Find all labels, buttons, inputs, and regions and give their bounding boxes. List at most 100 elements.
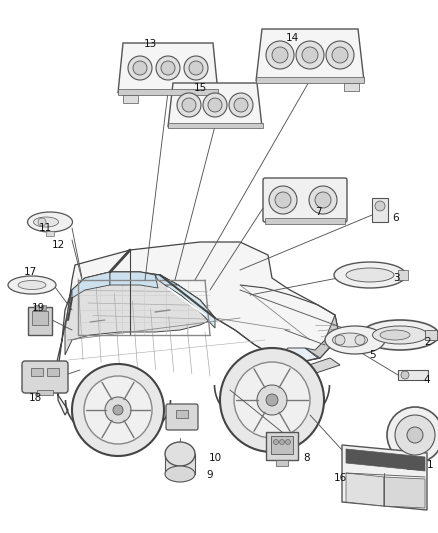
Polygon shape: [160, 275, 215, 328]
Text: 8: 8: [304, 453, 310, 463]
Circle shape: [275, 192, 291, 208]
Bar: [37, 390, 53, 395]
Circle shape: [234, 98, 248, 112]
Circle shape: [208, 98, 222, 112]
Text: 18: 18: [28, 393, 42, 403]
Circle shape: [296, 41, 324, 69]
Circle shape: [133, 61, 147, 75]
Text: 1: 1: [427, 460, 433, 470]
Circle shape: [272, 47, 288, 63]
Bar: [123, 95, 138, 103]
Bar: [168, 123, 263, 128]
Circle shape: [38, 218, 46, 226]
Circle shape: [387, 407, 438, 463]
Ellipse shape: [372, 326, 427, 344]
Ellipse shape: [380, 330, 410, 340]
Circle shape: [257, 385, 287, 415]
Circle shape: [401, 371, 409, 379]
Ellipse shape: [18, 280, 46, 289]
Text: 5: 5: [370, 350, 376, 360]
Ellipse shape: [8, 276, 56, 294]
Text: 6: 6: [393, 213, 399, 223]
Bar: [276, 460, 288, 466]
Circle shape: [189, 61, 203, 75]
Ellipse shape: [165, 442, 195, 466]
Circle shape: [326, 41, 354, 69]
Circle shape: [302, 47, 318, 63]
Text: 9: 9: [207, 470, 213, 480]
Circle shape: [182, 98, 196, 112]
Bar: [271, 436, 293, 454]
Ellipse shape: [332, 333, 367, 347]
Circle shape: [286, 440, 290, 445]
Bar: [407, 461, 423, 469]
Polygon shape: [270, 358, 340, 375]
Circle shape: [184, 56, 208, 80]
Bar: [176, 410, 188, 418]
Circle shape: [269, 186, 297, 214]
Polygon shape: [110, 272, 158, 288]
Text: 4: 4: [424, 375, 430, 385]
Circle shape: [266, 394, 278, 406]
Bar: [344, 83, 359, 91]
Text: 19: 19: [32, 303, 45, 313]
Polygon shape: [118, 43, 218, 93]
Circle shape: [332, 47, 348, 63]
FancyBboxPatch shape: [263, 178, 347, 222]
Ellipse shape: [28, 212, 73, 232]
Polygon shape: [342, 445, 427, 510]
Text: 17: 17: [23, 267, 37, 277]
Polygon shape: [168, 83, 262, 127]
Bar: [47, 368, 59, 376]
Polygon shape: [256, 29, 364, 81]
Bar: [165, 454, 195, 474]
Circle shape: [315, 192, 331, 208]
Text: 2: 2: [425, 337, 431, 347]
Circle shape: [113, 405, 123, 415]
Polygon shape: [305, 315, 338, 358]
Bar: [46, 231, 54, 236]
Bar: [398, 370, 428, 380]
Bar: [266, 432, 298, 460]
Bar: [41, 305, 46, 310]
Polygon shape: [346, 473, 384, 506]
Circle shape: [309, 186, 337, 214]
Bar: [265, 218, 345, 224]
Text: 3: 3: [393, 273, 399, 283]
Circle shape: [273, 440, 279, 445]
Circle shape: [84, 376, 152, 444]
Circle shape: [266, 41, 294, 69]
Text: 16: 16: [333, 473, 346, 483]
Bar: [256, 77, 364, 83]
FancyBboxPatch shape: [22, 361, 68, 393]
Circle shape: [220, 348, 324, 452]
Ellipse shape: [334, 262, 406, 288]
Bar: [28, 307, 52, 335]
Circle shape: [395, 415, 435, 455]
Circle shape: [156, 56, 180, 80]
Circle shape: [407, 427, 423, 443]
FancyBboxPatch shape: [166, 404, 198, 430]
Text: 13: 13: [143, 39, 157, 49]
Bar: [425, 330, 437, 340]
Polygon shape: [384, 477, 425, 508]
Bar: [398, 270, 408, 280]
Circle shape: [229, 93, 253, 117]
Ellipse shape: [325, 326, 385, 354]
Text: 10: 10: [208, 453, 222, 463]
Circle shape: [161, 61, 175, 75]
Circle shape: [128, 56, 152, 80]
Circle shape: [375, 201, 385, 211]
Polygon shape: [65, 272, 215, 355]
Circle shape: [355, 335, 365, 345]
Bar: [31, 368, 43, 376]
Circle shape: [234, 362, 310, 438]
Circle shape: [335, 335, 345, 345]
Polygon shape: [346, 449, 425, 471]
Circle shape: [177, 93, 201, 117]
Text: 15: 15: [193, 83, 207, 93]
Polygon shape: [55, 242, 338, 415]
Polygon shape: [278, 348, 318, 362]
Ellipse shape: [165, 466, 195, 482]
Circle shape: [203, 93, 227, 117]
